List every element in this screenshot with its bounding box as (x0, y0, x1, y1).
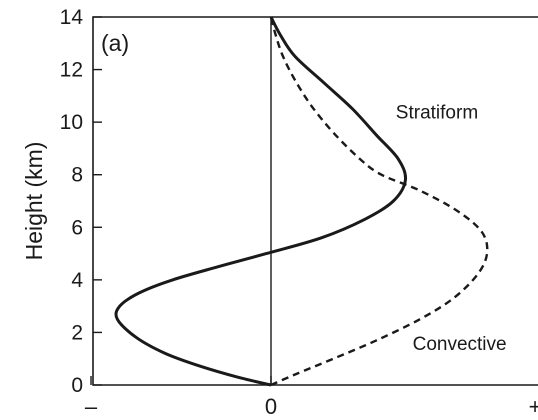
x-tick-label: 0 (265, 394, 277, 419)
y-tick-label: 2 (71, 321, 83, 344)
series-annotation-stratiform: Stratiform (396, 103, 478, 124)
x-tick-label: – (85, 394, 98, 419)
series-layer (114, 16, 489, 387)
series-annotation-convective: Convective (413, 334, 507, 355)
series-line-stratiform (114, 16, 408, 387)
panel-label: (a) (101, 30, 129, 56)
y-tick-label: 8 (71, 164, 83, 187)
x-axis-ticks: – 0 + (85, 376, 538, 419)
y-tick-label: 10 (60, 111, 83, 134)
y-tick-label: 0 (71, 374, 83, 397)
x-tick-label: + (529, 394, 538, 419)
y-tick-label: 4 (71, 269, 83, 292)
y-tick-label: 12 (60, 59, 83, 82)
y-tick-label: 6 (71, 216, 83, 239)
y-axis-ticks: 0 2 4 6 8 10 12 14 (60, 6, 102, 397)
y-tick-label: 14 (60, 6, 84, 29)
series-line-convective (269, 16, 489, 387)
series-annotations: Stratiform Convective (396, 103, 507, 355)
axis-frame (92, 16, 538, 386)
y-axis-title: Height (km) (21, 142, 47, 261)
